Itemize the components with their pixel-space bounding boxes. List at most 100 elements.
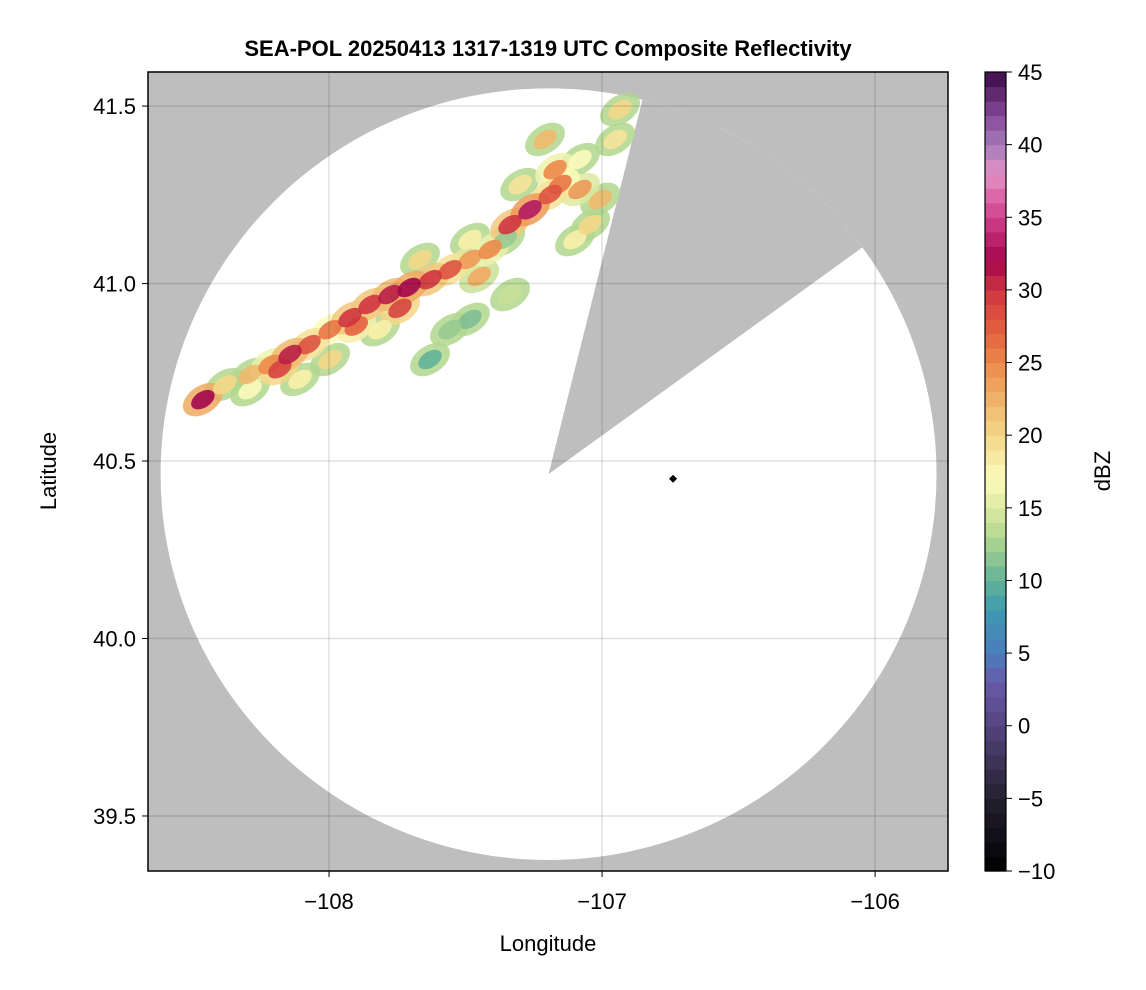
colorbar-bin [985, 536, 1006, 552]
colorbar-bin [985, 72, 1006, 88]
echo-cell [338, 307, 362, 328]
y-tick-label: 41.0 [93, 272, 136, 297]
colorbar-bin [985, 449, 1006, 465]
colorbar-bin [985, 682, 1006, 698]
x-tick-label: −107 [577, 889, 627, 914]
plot-frame [147, 71, 949, 872]
echo-cell [278, 344, 302, 365]
echo-cell [213, 374, 237, 395]
colorbar-tick-label: 10 [1018, 568, 1042, 593]
colorbar-bin [985, 725, 1006, 741]
echo-cell [563, 229, 587, 250]
colorbar-bin [985, 217, 1006, 233]
echo-cell [458, 309, 482, 330]
echo-cell [438, 319, 462, 340]
echo-cell [533, 129, 557, 150]
colorbar-bin [985, 493, 1006, 509]
echo-cell [408, 249, 432, 270]
echo-cell [297, 334, 321, 355]
echo-cell [368, 319, 392, 340]
y-axis: 39.5 40.0 40.5 41.0 41.5 [93, 94, 148, 829]
echo-cell [568, 179, 592, 200]
colorbar-bin [985, 522, 1006, 538]
colorbar-bin [985, 304, 1006, 320]
radar-location-marker [669, 474, 678, 483]
colorbar-bin [985, 856, 1006, 872]
echo-cell [458, 229, 482, 250]
echo-cell [288, 369, 312, 390]
colorbar-bin [985, 638, 1006, 654]
colorbar-frame [984, 71, 1007, 872]
colorbar-bin [985, 377, 1006, 393]
echo-cell [418, 349, 442, 370]
echo-cell [498, 214, 522, 235]
echo-cell [397, 277, 421, 298]
x-tick-label: −106 [850, 889, 900, 914]
echo-cell [608, 99, 632, 120]
echo-cell [318, 319, 342, 340]
colorbar-bin [985, 841, 1006, 858]
echo-cell [388, 298, 412, 319]
colorbar-bin [985, 580, 1006, 596]
colorbar-tick-label: 15 [1018, 496, 1042, 521]
colorbar-tick-label: 35 [1018, 205, 1042, 230]
echo-cell [378, 284, 402, 305]
colorbar-bin [985, 464, 1006, 480]
chart-title: SEA-POL 20250413 1317-1319 UTC Composite… [244, 36, 852, 61]
colorbar-bin [985, 827, 1006, 843]
colorbar-bin [985, 740, 1006, 756]
colorbar-tick-label: 25 [1018, 351, 1042, 376]
colorbar-bin [985, 769, 1006, 785]
y-tick-label: 40.0 [93, 627, 136, 652]
colorbar-bin [985, 406, 1006, 422]
colorbar-bin [985, 711, 1006, 727]
colorbar-bin [985, 594, 1006, 611]
y-axis-label: Latitude [36, 432, 61, 510]
echo-cell [438, 259, 462, 280]
colorbar-bin [985, 101, 1006, 117]
colorbar-tick-label: −5 [1018, 786, 1043, 811]
colorbar-bin [985, 362, 1006, 378]
echo-cell [238, 364, 262, 385]
echo-cell [458, 249, 482, 270]
echo-cell [238, 379, 262, 400]
colorbar-bin [985, 246, 1006, 262]
echo-cell [358, 294, 382, 315]
colorbar-bin [985, 696, 1006, 712]
colorbar-bin [985, 551, 1006, 567]
colorbar: −10 −5 0 5 10 15 20 25 30 35 40 45 [984, 60, 1055, 884]
x-tick-label: −108 [304, 889, 354, 914]
colorbar-bin [985, 333, 1006, 349]
colorbar-tick-label: 0 [1018, 714, 1030, 739]
echo-cell [543, 159, 567, 180]
echo-cell [318, 349, 342, 370]
colorbar-tick-label: 30 [1018, 278, 1042, 303]
colorbar-bin [985, 144, 1006, 160]
x-axis: −108 −107 −106 [304, 871, 900, 914]
colorbar-tick-label: 20 [1018, 423, 1042, 448]
colorbar-bin [985, 86, 1006, 102]
colorbar-bin [985, 260, 1006, 276]
colorbar-bin [985, 783, 1006, 799]
colorbar-bin [985, 667, 1006, 683]
colorbar-bin [985, 188, 1006, 204]
y-tick-label: 41.5 [93, 94, 136, 119]
colorbar-bin [985, 478, 1006, 494]
colorbar-tick-label: 45 [1018, 60, 1042, 85]
colorbar-bin [985, 435, 1006, 451]
blanked-sector [548, 99, 863, 475]
echo-cell [568, 149, 592, 170]
y-tick-label: 39.5 [93, 804, 136, 829]
echo-cell [478, 239, 502, 260]
colorbar-bin [985, 653, 1006, 669]
plot-area [148, 72, 948, 871]
echo-cell [538, 184, 562, 205]
grid-lines [148, 72, 948, 871]
echo-cell [603, 129, 627, 150]
colorbar-bin [985, 318, 1006, 335]
colorbar-bin [985, 565, 1006, 582]
colorbar-bin [985, 420, 1006, 436]
colorbar-bin [985, 159, 1006, 175]
